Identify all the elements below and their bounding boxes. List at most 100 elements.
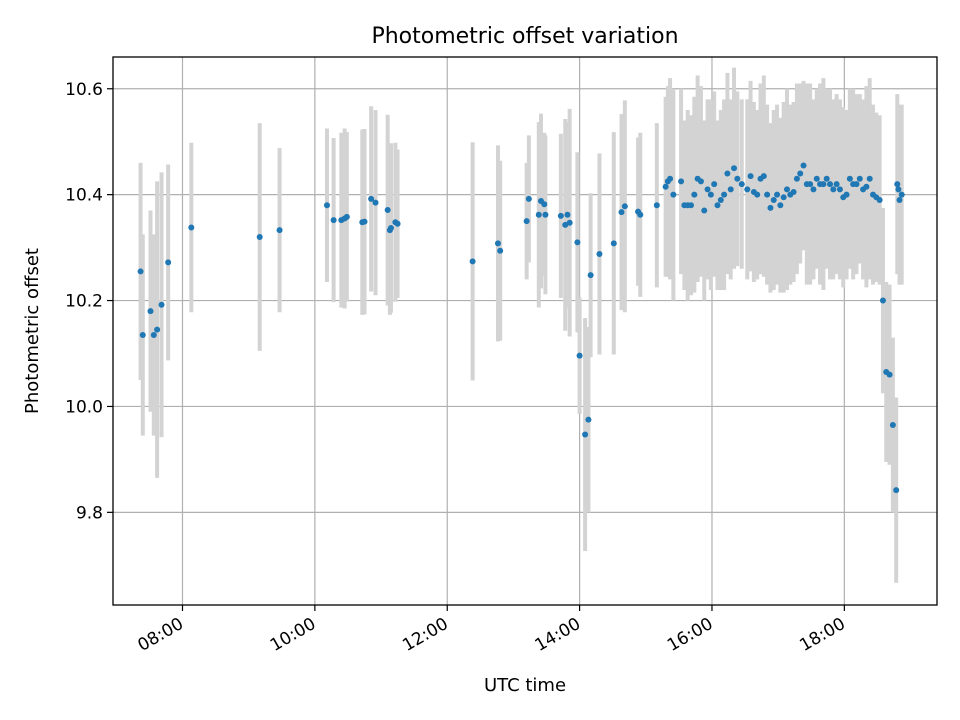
data-point — [576, 352, 583, 359]
data-point — [793, 175, 800, 182]
data-point — [866, 175, 873, 182]
data-point — [853, 181, 860, 188]
data-point — [731, 165, 738, 172]
data-point — [158, 301, 165, 308]
data-point — [670, 191, 677, 198]
data-point — [780, 194, 787, 201]
data-point — [876, 196, 883, 203]
data-point — [770, 196, 777, 203]
data-point — [497, 247, 504, 254]
data-point — [637, 211, 644, 218]
data-point — [678, 178, 685, 185]
x-axis-label: UTC time — [484, 675, 566, 696]
data-point — [137, 268, 144, 275]
data-point — [387, 225, 394, 232]
data-point — [810, 186, 817, 193]
data-point — [610, 240, 617, 247]
data-point — [893, 487, 900, 494]
data-point — [886, 371, 893, 378]
plot-frame — [112, 56, 938, 606]
data-point — [697, 178, 704, 185]
data-point — [523, 218, 530, 225]
data-point — [541, 201, 548, 208]
data-point — [188, 224, 195, 231]
data-point — [738, 181, 745, 188]
data-point — [542, 211, 549, 218]
data-point — [621, 203, 628, 210]
data-point — [823, 175, 830, 182]
data-point — [469, 258, 476, 265]
data-point — [747, 173, 754, 180]
data-point — [653, 202, 660, 209]
data-point — [368, 195, 375, 202]
data-point — [783, 186, 790, 193]
data-point — [139, 331, 146, 338]
data-point — [150, 331, 157, 338]
data-point — [688, 202, 695, 209]
data-point — [165, 259, 172, 266]
data-point — [372, 199, 379, 206]
data-point — [667, 175, 674, 182]
data-point — [701, 207, 708, 214]
data-point — [800, 162, 807, 169]
data-point — [856, 175, 863, 182]
data-point — [895, 186, 902, 193]
data-point — [596, 250, 603, 257]
data-point — [843, 191, 850, 198]
data-point — [535, 211, 542, 218]
data-points — [137, 162, 905, 494]
y-tick-label: 10.0 — [65, 397, 103, 417]
data-point — [587, 272, 594, 279]
data-point — [564, 211, 571, 218]
data-point — [836, 186, 843, 193]
data-point — [889, 421, 896, 428]
y-tick-label: 10.6 — [65, 80, 103, 100]
data-point — [774, 191, 781, 198]
data-point — [820, 181, 827, 188]
data-point — [846, 175, 853, 182]
data-point — [790, 189, 797, 196]
chart-title: Photometric offset variation — [371, 24, 678, 49]
data-point — [764, 191, 771, 198]
data-point — [585, 416, 592, 423]
data-point — [734, 175, 741, 182]
data-point — [566, 219, 573, 226]
data-point — [525, 195, 532, 202]
data-point — [361, 218, 368, 225]
y-tick-label: 9.8 — [76, 503, 103, 523]
data-point — [830, 186, 837, 193]
data-point — [717, 196, 724, 203]
data-point — [833, 181, 840, 188]
data-point — [754, 191, 761, 198]
data-point — [582, 431, 589, 438]
data-point — [574, 239, 581, 246]
data-point — [707, 191, 714, 198]
data-point — [662, 183, 669, 190]
data-point — [691, 191, 698, 198]
data-point — [384, 207, 391, 214]
data-point — [323, 202, 330, 209]
data-point — [256, 234, 263, 241]
data-point — [767, 204, 774, 211]
data-point — [813, 175, 820, 182]
data-point — [618, 209, 625, 216]
data-point — [147, 308, 154, 315]
y-tick-label: 10.4 — [65, 186, 103, 206]
data-point — [343, 213, 350, 220]
data-point — [727, 186, 734, 193]
data-point — [724, 170, 731, 177]
data-point — [494, 240, 501, 247]
data-point — [557, 212, 564, 219]
data-point — [154, 326, 161, 333]
data-point — [894, 181, 901, 188]
data-point — [827, 181, 834, 188]
data-point — [330, 217, 337, 224]
data-point — [807, 181, 814, 188]
data-point — [704, 186, 711, 193]
data-point — [744, 186, 751, 193]
data-point — [879, 297, 886, 304]
data-point — [394, 220, 401, 227]
data-point — [714, 202, 721, 209]
data-point — [760, 173, 767, 180]
